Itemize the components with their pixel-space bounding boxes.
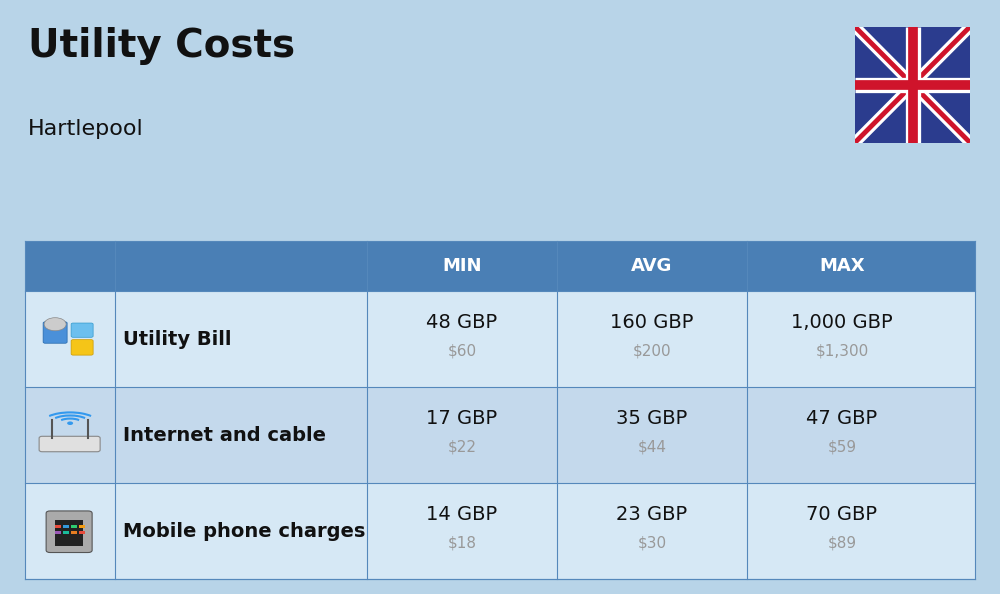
- Text: $60: $60: [447, 343, 477, 358]
- Text: Mobile phone charges: Mobile phone charges: [123, 522, 366, 541]
- FancyBboxPatch shape: [39, 436, 100, 451]
- Text: 14 GBP: 14 GBP: [426, 505, 498, 524]
- Text: 17 GBP: 17 GBP: [426, 409, 498, 428]
- Text: Utility Costs: Utility Costs: [28, 27, 295, 65]
- Text: $44: $44: [637, 440, 666, 454]
- Text: 23 GBP: 23 GBP: [616, 505, 688, 524]
- Text: 48 GBP: 48 GBP: [426, 313, 498, 332]
- Text: 35 GBP: 35 GBP: [616, 409, 688, 428]
- Text: 47 GBP: 47 GBP: [806, 409, 878, 428]
- FancyBboxPatch shape: [71, 340, 93, 355]
- Bar: [25, 387, 975, 483]
- FancyBboxPatch shape: [46, 511, 92, 552]
- Bar: [55, 520, 83, 546]
- Text: MAX: MAX: [819, 257, 865, 275]
- Bar: [25, 241, 975, 291]
- Text: MIN: MIN: [442, 257, 482, 275]
- Bar: [71, 525, 77, 528]
- Circle shape: [67, 422, 73, 425]
- Text: $89: $89: [827, 536, 857, 551]
- Text: 160 GBP: 160 GBP: [610, 313, 694, 332]
- Text: $59: $59: [827, 440, 857, 454]
- FancyBboxPatch shape: [43, 322, 67, 343]
- Text: $18: $18: [447, 536, 476, 551]
- Text: Internet and cable: Internet and cable: [123, 426, 326, 444]
- Bar: [79, 530, 85, 534]
- Text: $30: $30: [637, 536, 667, 551]
- Bar: [79, 525, 85, 528]
- Bar: [55, 530, 61, 534]
- Text: $1,300: $1,300: [815, 343, 869, 358]
- Text: Utility Bill: Utility Bill: [123, 330, 232, 349]
- Bar: [71, 530, 77, 534]
- FancyBboxPatch shape: [71, 323, 93, 337]
- Bar: [63, 525, 69, 528]
- Text: AVG: AVG: [631, 257, 673, 275]
- Bar: [55, 525, 61, 528]
- Circle shape: [44, 318, 66, 331]
- Bar: [25, 483, 975, 579]
- Bar: [25, 291, 975, 387]
- Text: $200: $200: [633, 343, 671, 358]
- Text: $22: $22: [447, 440, 476, 454]
- Text: 70 GBP: 70 GBP: [806, 505, 878, 524]
- Text: Hartlepool: Hartlepool: [28, 119, 144, 139]
- Bar: [63, 530, 69, 534]
- Text: 1,000 GBP: 1,000 GBP: [791, 313, 893, 332]
